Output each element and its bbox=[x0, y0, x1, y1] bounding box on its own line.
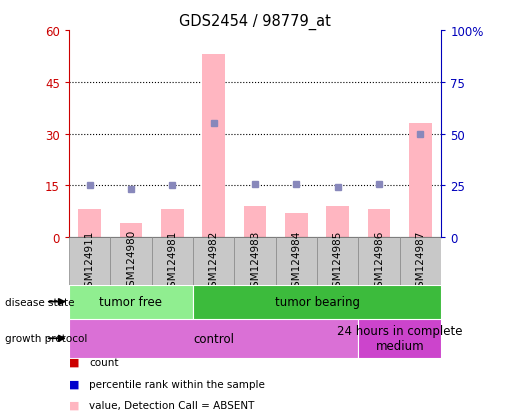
Bar bbox=[202, 55, 224, 237]
Text: ■: ■ bbox=[69, 357, 79, 367]
Text: 24 hours in complete
medium: 24 hours in complete medium bbox=[336, 325, 462, 352]
Text: ■: ■ bbox=[69, 379, 79, 389]
Bar bbox=[69, 285, 192, 319]
Text: GSM124981: GSM124981 bbox=[167, 230, 177, 293]
Text: GSM124980: GSM124980 bbox=[126, 230, 135, 293]
Title: GDS2454 / 98779_at: GDS2454 / 98779_at bbox=[179, 14, 330, 30]
Bar bbox=[367, 210, 390, 237]
Text: control: control bbox=[193, 332, 234, 345]
Bar bbox=[110, 237, 151, 285]
Bar bbox=[192, 285, 440, 319]
Bar bbox=[326, 206, 349, 237]
Bar bbox=[399, 237, 440, 285]
Text: ■: ■ bbox=[69, 400, 79, 410]
Text: tumor free: tumor free bbox=[99, 295, 162, 309]
Text: GSM124984: GSM124984 bbox=[291, 230, 301, 293]
Text: GSM124986: GSM124986 bbox=[374, 230, 383, 293]
Text: tumor bearing: tumor bearing bbox=[274, 295, 359, 309]
Text: disease state: disease state bbox=[5, 297, 74, 307]
Text: GSM124911: GSM124911 bbox=[84, 230, 94, 293]
Text: count: count bbox=[89, 357, 119, 367]
Bar bbox=[69, 319, 358, 358]
Bar bbox=[408, 124, 431, 237]
Bar bbox=[285, 214, 307, 237]
Text: value, Detection Call = ABSENT: value, Detection Call = ABSENT bbox=[89, 400, 254, 410]
Bar bbox=[358, 319, 440, 358]
Bar bbox=[317, 237, 358, 285]
Bar bbox=[69, 237, 110, 285]
Bar bbox=[78, 210, 101, 237]
Bar bbox=[243, 206, 266, 237]
Text: GSM124983: GSM124983 bbox=[249, 230, 260, 293]
Bar bbox=[234, 237, 275, 285]
Text: growth protocol: growth protocol bbox=[5, 333, 88, 344]
Text: GSM124987: GSM124987 bbox=[415, 230, 425, 293]
Text: percentile rank within the sample: percentile rank within the sample bbox=[89, 379, 265, 389]
Bar bbox=[151, 237, 192, 285]
Text: GSM124985: GSM124985 bbox=[332, 230, 342, 293]
Bar bbox=[192, 237, 234, 285]
Text: GSM124982: GSM124982 bbox=[208, 230, 218, 293]
Bar bbox=[119, 224, 142, 237]
Bar bbox=[160, 210, 183, 237]
Bar bbox=[358, 237, 399, 285]
Bar bbox=[275, 237, 317, 285]
